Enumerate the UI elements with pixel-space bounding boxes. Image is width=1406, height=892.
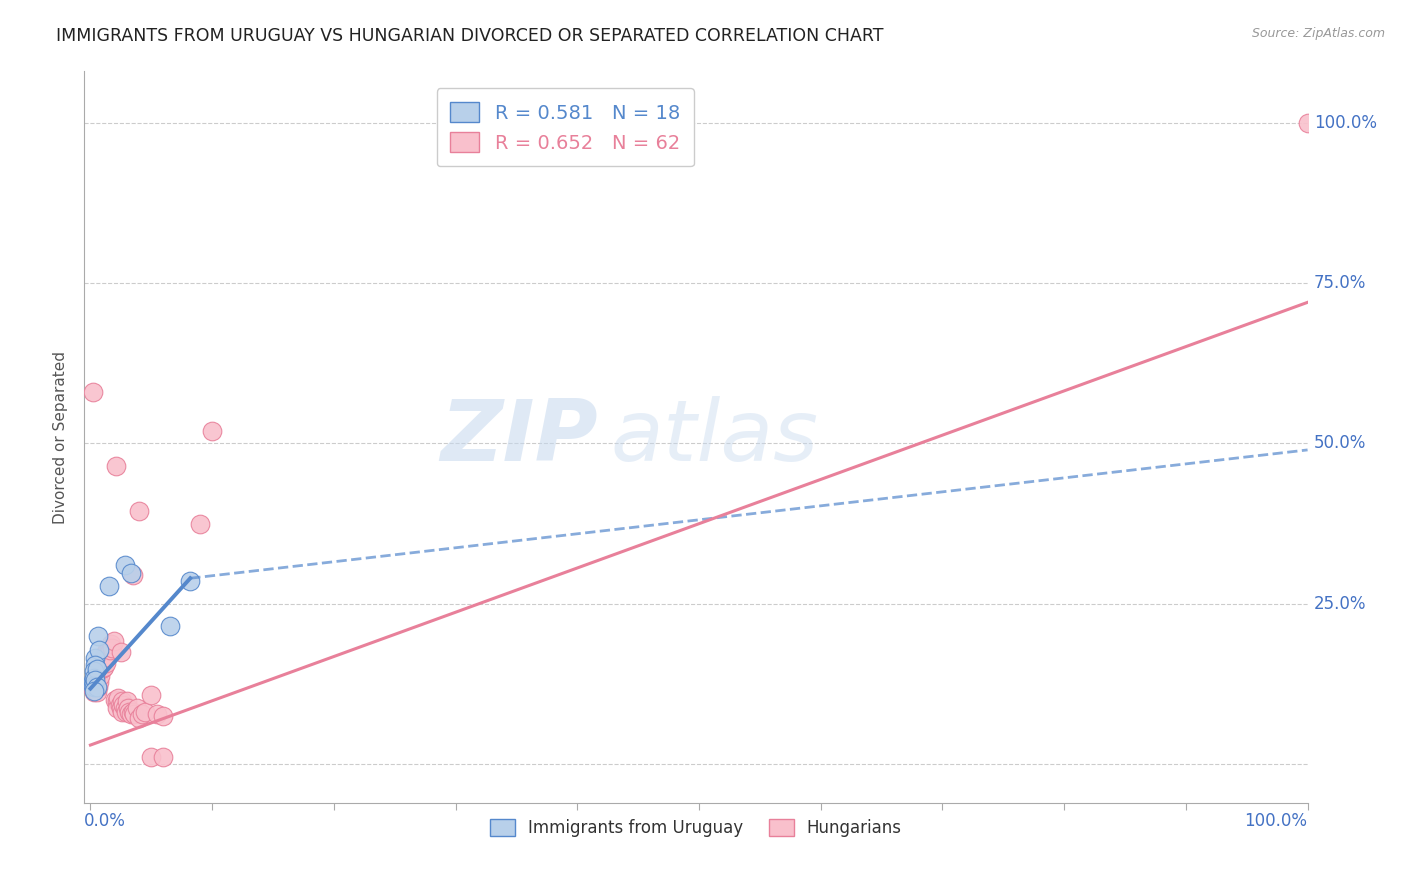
Point bbox=[96, 649, 118, 664]
Point bbox=[114, 558, 136, 573]
Point bbox=[96, 656, 118, 670]
Point bbox=[83, 665, 105, 679]
Text: atlas: atlas bbox=[610, 395, 818, 479]
Point bbox=[82, 679, 104, 693]
Point bbox=[97, 640, 120, 655]
Point bbox=[82, 673, 104, 688]
Point bbox=[111, 694, 134, 708]
Point bbox=[115, 694, 138, 708]
Point bbox=[1296, 116, 1319, 130]
Point bbox=[101, 640, 124, 655]
Text: Source: ZipAtlas.com: Source: ZipAtlas.com bbox=[1251, 27, 1385, 40]
Point bbox=[159, 619, 181, 633]
Text: 100.0%: 100.0% bbox=[1313, 113, 1376, 132]
Text: 25.0%: 25.0% bbox=[1313, 595, 1367, 613]
Point bbox=[105, 694, 128, 708]
Text: 0.0%: 0.0% bbox=[84, 813, 127, 830]
Point bbox=[87, 675, 110, 690]
Point bbox=[114, 701, 136, 715]
Point bbox=[90, 662, 112, 676]
Point bbox=[117, 701, 139, 715]
Point bbox=[89, 669, 111, 683]
Point bbox=[86, 685, 108, 699]
Point bbox=[179, 574, 201, 589]
Point bbox=[87, 629, 110, 643]
Point bbox=[82, 681, 104, 696]
Point bbox=[112, 698, 135, 713]
Point bbox=[86, 681, 108, 695]
Point bbox=[122, 705, 145, 719]
Point bbox=[131, 707, 153, 722]
Point bbox=[93, 660, 115, 674]
Point bbox=[103, 634, 125, 648]
Y-axis label: Divorced or Separated: Divorced or Separated bbox=[53, 351, 69, 524]
Legend: Immigrants from Uruguay, Hungarians: Immigrants from Uruguay, Hungarians bbox=[482, 811, 910, 846]
Point bbox=[108, 698, 131, 713]
Point bbox=[83, 677, 105, 691]
Point bbox=[87, 666, 110, 681]
Point bbox=[110, 701, 132, 715]
Text: IMMIGRANTS FROM URUGUAY VS HUNGARIAN DIVORCED OR SEPARATED CORRELATION CHART: IMMIGRANTS FROM URUGUAY VS HUNGARIAN DIV… bbox=[56, 27, 884, 45]
Point bbox=[97, 579, 120, 593]
Point bbox=[188, 516, 211, 531]
Point bbox=[94, 647, 117, 661]
Point bbox=[83, 685, 105, 699]
Point bbox=[84, 673, 107, 687]
Point bbox=[104, 693, 127, 707]
Point bbox=[98, 643, 121, 657]
Point bbox=[201, 424, 224, 438]
Text: 100.0%: 100.0% bbox=[1244, 813, 1308, 830]
Point bbox=[111, 705, 134, 719]
Text: 50.0%: 50.0% bbox=[1313, 434, 1367, 452]
Point bbox=[93, 653, 115, 667]
Point bbox=[86, 681, 108, 695]
Point bbox=[114, 705, 136, 719]
Point bbox=[120, 566, 142, 580]
Point bbox=[134, 705, 156, 719]
Text: ZIP: ZIP bbox=[440, 395, 598, 479]
Point bbox=[84, 673, 107, 687]
Point bbox=[82, 385, 104, 400]
Point bbox=[96, 643, 118, 657]
Point bbox=[118, 705, 141, 719]
Point bbox=[122, 707, 145, 722]
Point bbox=[100, 637, 122, 651]
Point bbox=[141, 749, 163, 764]
Point bbox=[87, 673, 110, 688]
Text: 75.0%: 75.0% bbox=[1313, 274, 1367, 292]
Point bbox=[128, 711, 150, 725]
Point bbox=[107, 691, 129, 706]
Point bbox=[141, 688, 163, 702]
Point bbox=[120, 707, 142, 722]
Point bbox=[122, 568, 145, 582]
Point bbox=[83, 671, 105, 685]
Point bbox=[91, 653, 114, 667]
Point bbox=[110, 645, 132, 659]
Point bbox=[152, 709, 174, 723]
Point bbox=[86, 662, 108, 676]
Point bbox=[84, 657, 107, 672]
Point bbox=[105, 458, 128, 473]
Point bbox=[128, 504, 150, 518]
Point bbox=[83, 683, 105, 698]
Point bbox=[152, 749, 174, 764]
Point bbox=[146, 707, 169, 722]
Point bbox=[87, 643, 110, 657]
Point bbox=[91, 661, 114, 675]
Point bbox=[105, 701, 128, 715]
Point bbox=[89, 660, 111, 674]
Point bbox=[96, 649, 118, 664]
Point bbox=[125, 701, 148, 715]
Point bbox=[84, 651, 107, 665]
Point bbox=[83, 681, 105, 695]
Point bbox=[87, 681, 110, 695]
